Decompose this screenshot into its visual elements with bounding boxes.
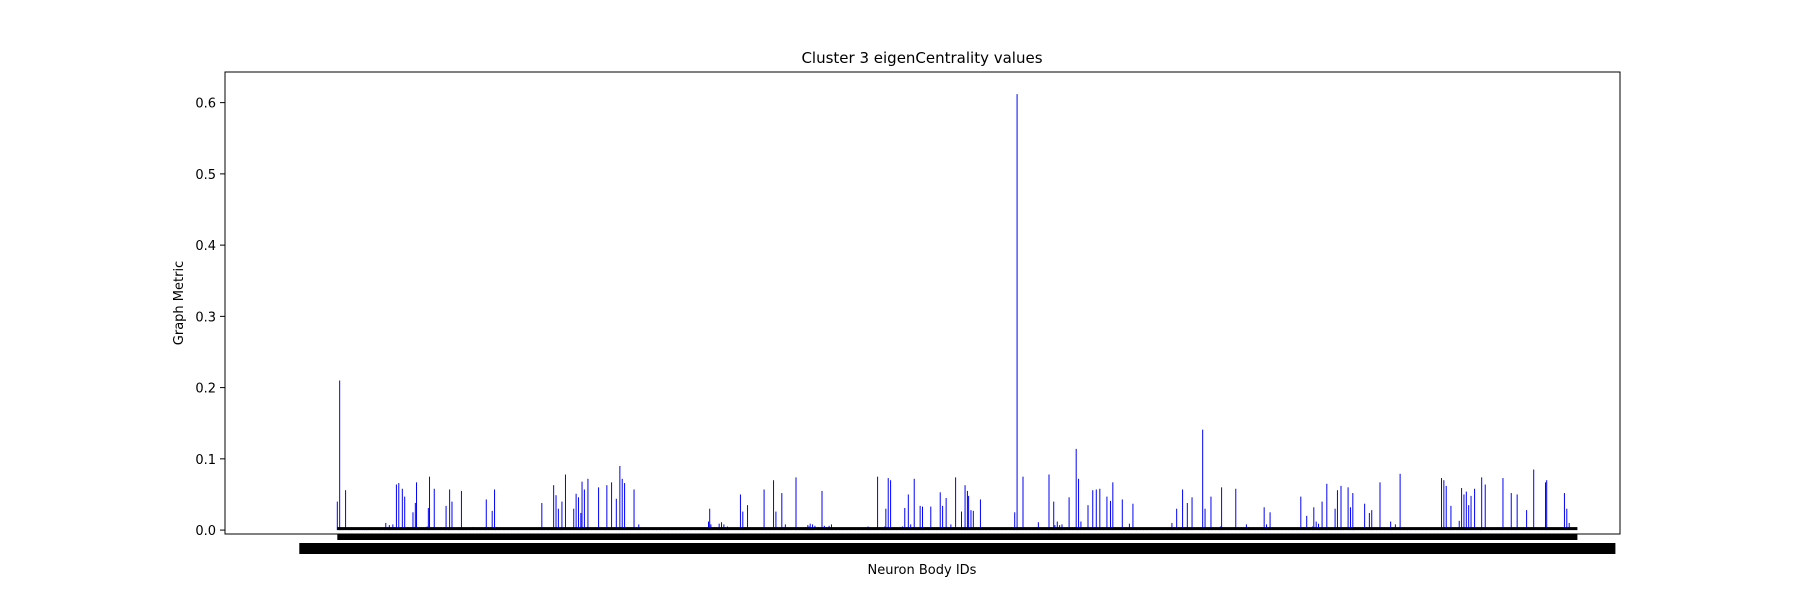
y-axis-label: Graph Metric xyxy=(172,261,187,345)
y-tick-label: 0.2 xyxy=(195,382,216,397)
plot-frame xyxy=(224,71,1621,535)
x-tick-labels-overlap xyxy=(299,543,1616,554)
y-axis-ticks: 0.0 0.1 0.2 0.3 0.4 0.5 0.6 xyxy=(195,97,225,539)
y-tick-label: 0.6 xyxy=(195,97,216,112)
y-tick-label: 0.1 xyxy=(195,453,216,468)
y-tick-label: 0.5 xyxy=(195,168,216,183)
y-tick-label: 0.3 xyxy=(195,310,216,325)
y-tick-label: 0.0 xyxy=(195,524,216,539)
x-tick-labels-band xyxy=(299,527,1616,554)
y-tick-label: 0.4 xyxy=(195,239,216,254)
x-axis-label: Neuron Body IDs xyxy=(868,563,977,578)
chart-title: Cluster 3 eigenCentrality values xyxy=(801,49,1042,67)
baseline-strip xyxy=(337,527,1578,531)
x-tick-marks xyxy=(337,534,1578,540)
